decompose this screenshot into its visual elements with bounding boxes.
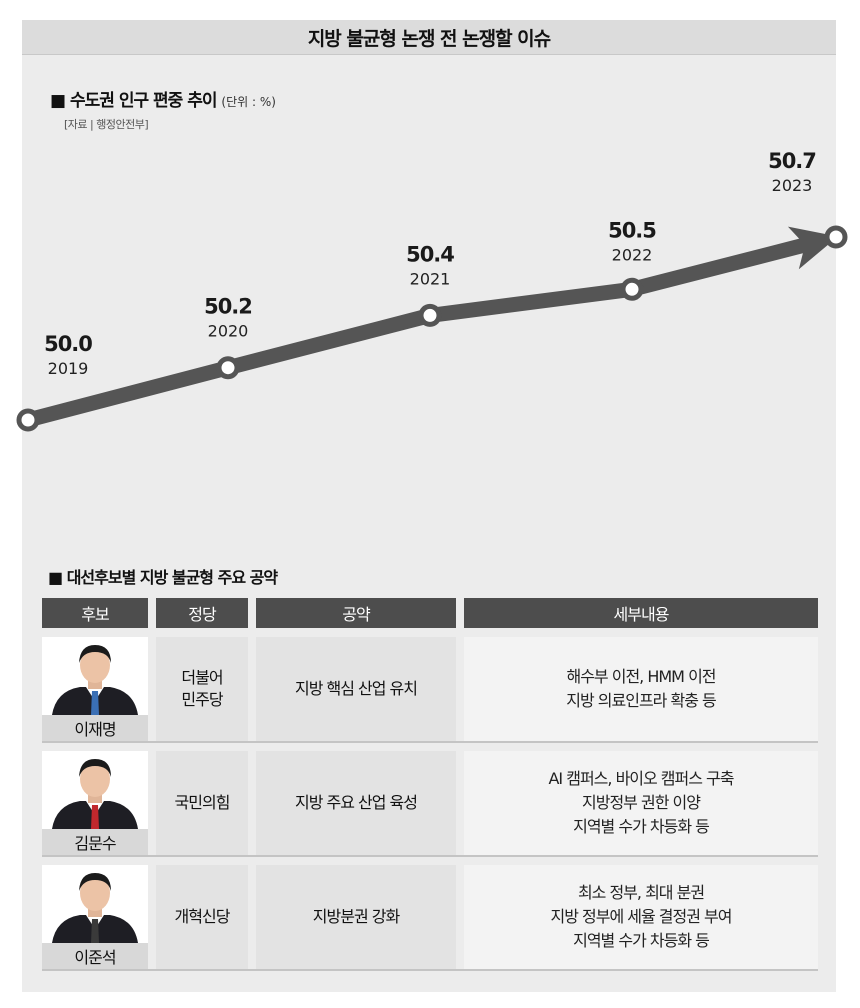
details-cell: 최소 정부, 최대 분권 지방 정부에 세율 결정권 부여 지역별 수가 차등화… — [464, 865, 818, 969]
candidate-name: 이재명 — [42, 715, 148, 741]
header-candidate: 후보 — [42, 598, 148, 628]
details-cell: AI 캠퍼스, 바이오 캠퍼스 구축 지방정부 권한 이양 지역별 수가 차등화… — [464, 751, 818, 855]
header-party: 정당 — [156, 598, 248, 628]
line-chart: 50.0 2019 50.2 2020 50.4 2021 50.5 2022 50.7 2023 — [16, 149, 848, 432]
data-label-2021: 50.4 — [406, 242, 454, 266]
row-divider — [42, 855, 818, 857]
details-cell: 해수부 이전, HMM 이전 지방 의료인프라 확충 등 — [464, 637, 818, 741]
candidate-photo — [42, 637, 148, 715]
chart-unit: (단위 : %) — [221, 95, 276, 109]
chart-source: [자료 | 행정안전부] — [64, 118, 149, 131]
data-label-2020: 50.2 — [204, 295, 252, 319]
x-tick-label-2019: 2019 — [48, 359, 89, 378]
party-cell: 개혁신당 — [156, 865, 248, 969]
x-tick-label-2023: 2023 — [772, 176, 813, 195]
x-tick-label-2022: 2022 — [612, 245, 653, 264]
chart-title: ■ 수도권 인구 편중 추이 (단위 : %) — [50, 91, 276, 111]
data-label-2023: 50.7 — [768, 149, 816, 173]
party-cell: 국민의힘 — [156, 751, 248, 855]
candidate-photo — [42, 865, 148, 943]
page-title: 지방 불균형 논쟁 전 논쟁할 이슈 — [22, 20, 836, 55]
header-details: 세부내용 — [464, 598, 818, 628]
header-pledge: 공약 — [256, 598, 456, 628]
x-tick-label-2020: 2020 — [208, 322, 249, 341]
candidate-name: 김문수 — [42, 829, 148, 855]
candidate-name: 이준석 — [42, 943, 148, 969]
data-point-2019 — [16, 408, 40, 432]
party-cell: 더불어 민주당 — [156, 637, 248, 741]
data-point-2023 — [824, 225, 848, 249]
data-label-2019: 50.0 — [44, 332, 92, 356]
table-section-title: ■ 대선후보별 지방 불균형 주요 공약 — [48, 568, 278, 587]
chart-title-text: 수도권 인구 편중 추이 — [69, 91, 218, 111]
candidate-photo — [42, 751, 148, 829]
data-label-2022: 50.5 — [608, 218, 656, 242]
table-section-title-text: 대선후보별 지방 불균형 주요 공약 — [66, 568, 278, 587]
data-point-2020 — [216, 356, 240, 380]
row-divider — [42, 969, 818, 971]
pledge-cell: 지방 핵심 산업 유치 — [256, 637, 456, 741]
data-point-2022 — [620, 277, 644, 301]
pledge-cell: 지방분권 강화 — [256, 865, 456, 969]
row-divider — [42, 741, 818, 743]
x-tick-label-2021: 2021 — [410, 269, 451, 288]
data-point-2021 — [418, 303, 442, 327]
pledge-cell: 지방 주요 산업 육성 — [256, 751, 456, 855]
